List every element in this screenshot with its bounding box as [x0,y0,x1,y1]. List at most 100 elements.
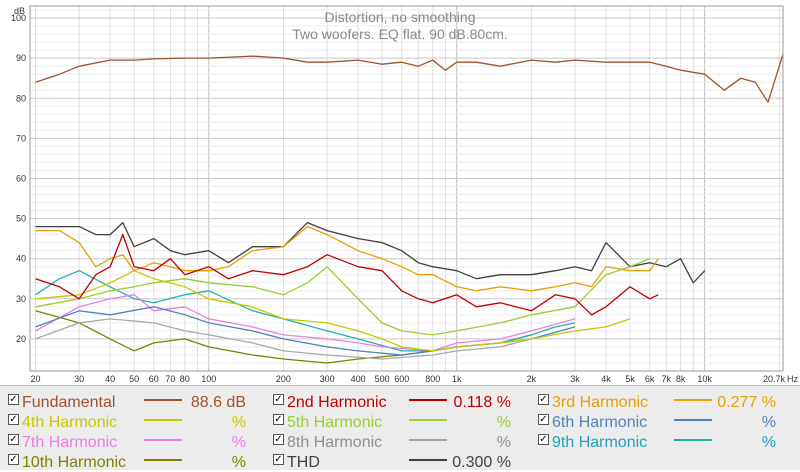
legend-checkbox-2nd-harmonic[interactable]: ✓ [273,394,284,405]
x-axis-unit: Hz [787,374,798,384]
x-tick-label: 300 [320,374,335,384]
y-tick-label: 50 [16,214,26,224]
legend-checkbox-4th-harmonic[interactable]: ✓ [8,414,19,425]
legend-checkbox-8th-harmonic[interactable]: ✓ [273,434,284,445]
legend-panel: ✓ Fundamental 88.6 dB ✓ 2nd Harmonic 0.118 % ✓… [0,385,800,471]
x-tick-label: 70 [165,374,175,384]
legend-checkbox-10th-harmonic[interactable]: ✓ [8,454,19,465]
x-tick-label: 500 [375,374,390,384]
series-line-5th-harmonic [35,258,650,336]
legend-value: 0.300 % [452,454,511,471]
x-tick-label: 5k [625,374,635,384]
legend-item-2nd-harmonic: ✓ 2nd Harmonic 0.118 % [273,390,523,411]
legend-item-6th-harmonic: ✓ 6th Harmonic% [538,410,788,431]
legend-label: 6th Harmonic [552,414,648,431]
legend-swatch [144,419,182,421]
series-line-fundamental [35,53,784,103]
x-tick-label: 20.7k [763,374,786,384]
legend-swatch [674,439,712,441]
legend-swatch [144,459,182,461]
series-line-7th-harmonic [35,294,576,352]
legend-value: 0.118 % [453,394,511,411]
legend-swatch [409,439,447,441]
y-tick-label: 30 [16,294,26,304]
legend-checkbox-thd[interactable]: ✓ [273,454,284,465]
x-tick-label: 50 [129,374,139,384]
x-tick-label: 60 [149,374,159,384]
chart-title: Distortion, no smoothing [325,9,476,25]
legend-value: % [496,414,511,431]
legend-swatch [674,399,712,401]
legend-checkbox-9th-harmonic[interactable]: ✓ [538,434,549,445]
legend-swatch [144,399,182,401]
legend-label: 2nd Harmonic [287,394,387,411]
legend-value: % [761,434,776,451]
y-tick-label: 70 [16,133,26,143]
legend-swatch [409,399,447,401]
y-tick-label: 80 [16,93,26,103]
legend-label: 9th Harmonic [552,434,648,451]
x-tick-label: 30 [74,374,84,384]
legend-swatch [409,459,447,461]
legend-item-9th-harmonic: ✓ 9th Harmonic% [538,430,788,451]
x-tick-label: 600 [394,374,409,384]
y-tick-labels: 20 30 40 50 60 70 80 90 100 [11,13,26,344]
legend-value: 88.6 dB [190,394,246,411]
legend-item-5th-harmonic: ✓ 5th Harmonic% [273,410,523,431]
x-tick-label: 40 [105,374,115,384]
legend-item-3rd-harmonic: ✓ 3rd Harmonic 0.277 % [538,390,788,411]
x-tick-label: 20 [31,374,41,384]
legend-checkbox-fundamental[interactable]: ✓ [8,394,19,405]
legend-swatch [674,419,712,421]
legend-checkbox-3rd-harmonic[interactable]: ✓ [538,394,549,405]
legend-value: % [496,434,511,451]
legend-item-7th-harmonic: ✓ 7th Harmonic% [8,430,258,451]
legend-value: % [761,414,776,431]
y-tick-label: 90 [16,53,26,63]
legend-value: % [231,454,246,471]
grid [30,6,783,371]
x-tick-label: 2k [527,374,537,384]
x-tick-label: 3k [570,374,580,384]
series-line-3rd-harmonic [35,225,659,292]
legend-item-4th-harmonic: ✓ 4th Harmonic% [8,410,258,431]
series-line-8th-harmonic [35,318,532,360]
plot-frame [29,5,784,372]
series-line-4th-harmonic [35,270,631,352]
legend-value: % [231,434,246,451]
x-tick-label: 4k [601,374,611,384]
legend-label: 8th Harmonic [287,434,383,451]
x-tick-label: 10k [697,374,712,384]
legend-item-8th-harmonic: ✓ 8th Harmonic% [273,430,523,451]
series-line-thd [35,221,706,284]
legend-label: 3rd Harmonic [552,394,649,411]
x-tick-label: 6k [645,374,655,384]
y-tick-label: 60 [16,173,26,183]
legend-checkbox-6th-harmonic[interactable]: ✓ [538,414,549,425]
legend-label: 5th Harmonic [287,414,383,431]
x-tick-labels: 20 30 40 50 60 70 80 100 200 300 400 500 600 800 1k 2k 3… [31,374,786,384]
x-tick-label: 8k [676,374,686,384]
x-tick-label: 400 [351,374,366,384]
legend-item-thd: ✓ THD 0.300 % [273,450,523,471]
legend-label: THD [287,454,320,471]
legend-label: 7th Harmonic [22,434,118,451]
legend-label: Fundamental [22,394,116,411]
legend-checkbox-7th-harmonic[interactable]: ✓ [8,434,19,445]
y-axis-label: dB [14,6,25,16]
series-line-2nd-harmonic [35,233,659,316]
legend-item-fundamental: ✓ Fundamental 88.6 dB [8,390,258,411]
x-tick-label: 1k [452,374,462,384]
x-tick-label: 100 [201,374,216,384]
x-tick-label: 80 [180,374,190,384]
legend-value: % [231,414,246,431]
legend-value: 0.277 % [717,394,776,411]
chart-subtitle: Two woofers. EQ flat. 90 dB.80cm. [292,26,508,42]
legend-item-10th-harmonic: ✓ 10th Harmonic% [8,450,258,471]
legend-label: 4th Harmonic [22,414,118,431]
series-group [35,53,784,364]
distortion-chart: 20 30 40 50 60 70 80 90 100 20 30 40 50 60 70 80 100 200… [10,5,799,384]
legend-checkbox-5th-harmonic[interactable]: ✓ [273,414,284,425]
y-tick-label: 20 [16,334,26,344]
legend-label: 10th Harmonic [22,454,127,471]
